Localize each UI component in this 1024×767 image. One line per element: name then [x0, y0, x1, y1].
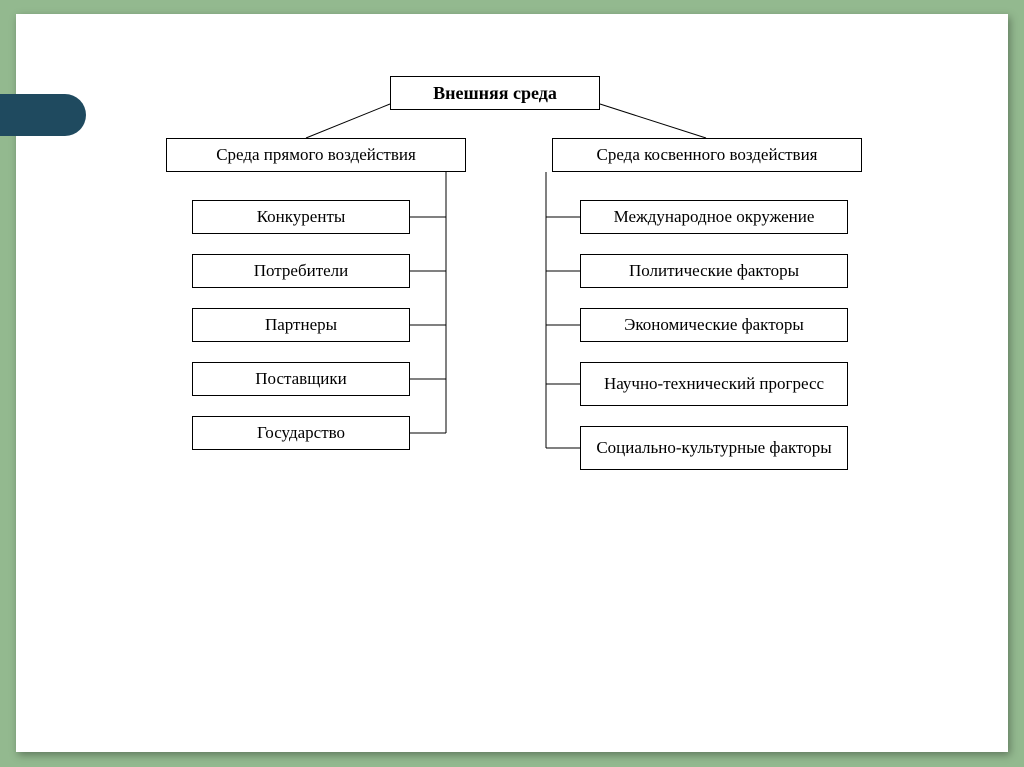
leaf-node: Социально-культурные факторы: [580, 426, 848, 470]
branch-header-direct: Среда прямого воздействия: [166, 138, 466, 172]
leaf-label: Партнеры: [265, 315, 337, 335]
leaf-node: Конкуренты: [192, 200, 410, 234]
leaf-label: Социально-культурные факторы: [596, 438, 831, 458]
slide-accent-bullet: [0, 94, 86, 136]
leaf-node: Научно-технический прогресс: [580, 362, 848, 406]
leaf-label: Государство: [257, 423, 345, 443]
leaf-label: Международное окружение: [614, 207, 815, 227]
leaf-node: Партнеры: [192, 308, 410, 342]
leaf-label: Конкуренты: [257, 207, 346, 227]
leaf-node: Международное окружение: [580, 200, 848, 234]
root-node: Внешняя среда: [390, 76, 600, 110]
branch-header-label: Среда прямого воздействия: [216, 145, 416, 165]
leaf-label: Экономические факторы: [624, 315, 804, 335]
leaf-label: Научно-технический прогресс: [604, 374, 824, 394]
connector-lines: [16, 14, 1008, 752]
leaf-node: Политические факторы: [580, 254, 848, 288]
leaf-node: Поставщики: [192, 362, 410, 396]
leaf-label: Политические факторы: [629, 261, 799, 281]
leaf-label: Потребители: [254, 261, 349, 281]
branch-header-label: Среда косвенного воздействия: [597, 145, 818, 165]
branch-header-indirect: Среда косвенного воздействия: [552, 138, 862, 172]
root-label: Внешняя среда: [433, 83, 557, 104]
leaf-node: Потребители: [192, 254, 410, 288]
leaf-label: Поставщики: [255, 369, 347, 389]
leaf-node: Государство: [192, 416, 410, 450]
leaf-node: Экономические факторы: [580, 308, 848, 342]
slide: Внешняя среда Среда прямого воздействия …: [16, 14, 1008, 752]
